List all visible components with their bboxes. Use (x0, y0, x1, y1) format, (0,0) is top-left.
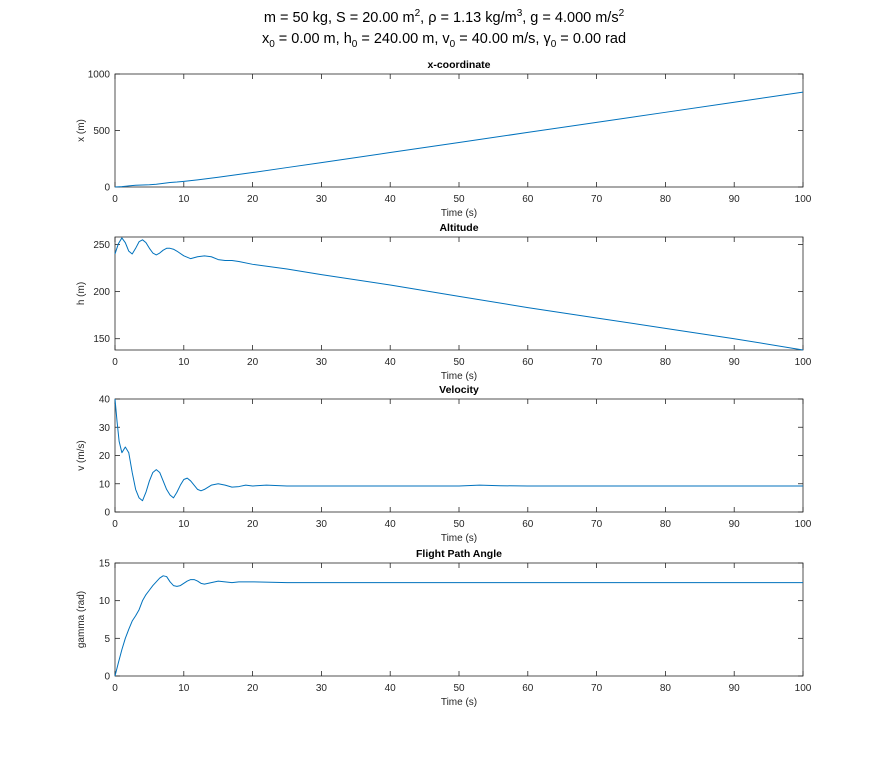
x-tick-label: 90 (729, 194, 741, 205)
x-tick-label: 70 (591, 683, 603, 694)
x-tick-label: 20 (247, 194, 259, 205)
x-axis-label: Time (s) (441, 371, 477, 382)
y-tick-label: 250 (93, 240, 110, 251)
subplot-4: 0 10 20 30 40 50 60 70 80 90 100 0 5 10 15 Flight Path … (76, 548, 812, 708)
subplot-title: Altitude (439, 222, 478, 234)
x-tick-label: 40 (385, 194, 397, 205)
subplot-title: Velocity (439, 384, 479, 396)
x-tick-label: 0 (112, 357, 118, 368)
x-tick-label: 30 (316, 683, 328, 694)
x-tick-label: 40 (385, 683, 397, 694)
x-tick-label: 60 (522, 519, 534, 530)
x-tick-label: 50 (453, 194, 465, 205)
x-tick-label: 50 (453, 357, 465, 368)
series-line (114, 91, 804, 188)
axes-box (114, 398, 804, 513)
y-tick-label: 0 (104, 508, 110, 519)
y-tick-label: 20 (99, 451, 111, 462)
y-tick-label: 30 (99, 423, 111, 434)
x-tick-label: 30 (316, 519, 328, 530)
x-tick-label: 90 (729, 683, 741, 694)
x-tick-label: 0 (112, 683, 118, 694)
x-tick-label: 70 (591, 357, 603, 368)
x-tick-label: 100 (795, 519, 812, 530)
series-line (114, 237, 804, 351)
subplot-title: x-coordinate (427, 59, 490, 71)
x-tick-label: 100 (795, 683, 812, 694)
x-tick-label: 60 (522, 683, 534, 694)
series-line (114, 398, 803, 502)
x-tick-label: 90 (729, 357, 741, 368)
figure-title-line-1: m = 50 kg, S = 20.00 m2, ρ = 1.13 kg/m3,… (263, 8, 625, 26)
x-tick-label: 10 (178, 519, 190, 530)
x-tick-label: 50 (453, 519, 465, 530)
series-line (114, 575, 803, 677)
y-axis-label: x (m) (76, 119, 87, 142)
x-tick-label: 0 (112, 194, 118, 205)
x-tick-label: 20 (247, 683, 259, 694)
x-tick-label: 70 (591, 519, 603, 530)
y-tick-label: 500 (93, 126, 110, 137)
x-tick-label: 100 (795, 357, 812, 368)
x-tick-label: 90 (729, 519, 741, 530)
subplot-2: 0 10 20 30 40 50 60 70 80 90 100 150 200 250 Altitude T… (76, 222, 812, 382)
x-tick-label: 30 (316, 194, 328, 205)
figure-title-line-2: x0 = 0.00 m, h0 = 240.00 m, v0 = 40.00 m… (261, 31, 627, 50)
x-tick-label: 100 (795, 194, 812, 205)
y-tick-label: 1000 (88, 70, 111, 81)
x-tick-label: 30 (316, 357, 328, 368)
subplot-1: 0 10 20 30 40 50 60 70 80 90 10005001000x-coordina… (76, 59, 812, 219)
y-axis-label: gamma (rad) (76, 591, 87, 648)
y-tick-label: 10 (99, 479, 111, 490)
axes-box (114, 73, 804, 188)
y-tick-label: 0 (104, 183, 110, 194)
y-tick-label: 200 (93, 287, 110, 298)
y-axis-label: v (m/s) (76, 440, 87, 471)
axes-box (114, 562, 804, 677)
x-tick-label: 60 (522, 194, 534, 205)
x-tick-label: 80 (660, 519, 672, 530)
figure-title: m = 50 kg, S = 20.00 m2, ρ = 1.13 kg/m3,… (0, 8, 888, 50)
x-axis-label: Time (s) (441, 533, 477, 544)
x-tick-label: 70 (591, 194, 603, 205)
x-tick-label: 0 (112, 519, 118, 530)
y-tick-label: 0 (104, 672, 110, 683)
y-axis-label: h (m) (76, 282, 87, 305)
y-tick-label: 40 (99, 395, 111, 406)
y-tick-label: 5 (104, 634, 110, 645)
x-tick-label: 60 (522, 357, 534, 368)
x-tick-label: 10 (178, 357, 190, 368)
x-tick-label: 80 (660, 357, 672, 368)
y-tick-label: 150 (93, 334, 110, 345)
y-tick-label: 15 (99, 559, 111, 570)
x-tick-label: 20 (247, 357, 259, 368)
x-tick-label: 10 (178, 194, 190, 205)
subplot-title: Flight Path Angle (416, 548, 502, 560)
x-tick-label: 20 (247, 519, 259, 530)
y-tick-label: 10 (99, 596, 111, 607)
x-tick-label: 40 (385, 357, 397, 368)
x-tick-label: 10 (178, 683, 190, 694)
x-tick-label: 40 (385, 519, 397, 530)
x-tick-label: 80 (660, 194, 672, 205)
subplot-3: 0 10 20 30 40 50 60 70 80 90 100 0 10 20 30 40 Velocity T… (76, 384, 812, 544)
x-axis-label: Time (s) (441, 208, 477, 219)
x-tick-label: 80 (660, 683, 672, 694)
x-axis-label: Time (s) (441, 697, 477, 708)
x-tick-label: 50 (453, 683, 465, 694)
